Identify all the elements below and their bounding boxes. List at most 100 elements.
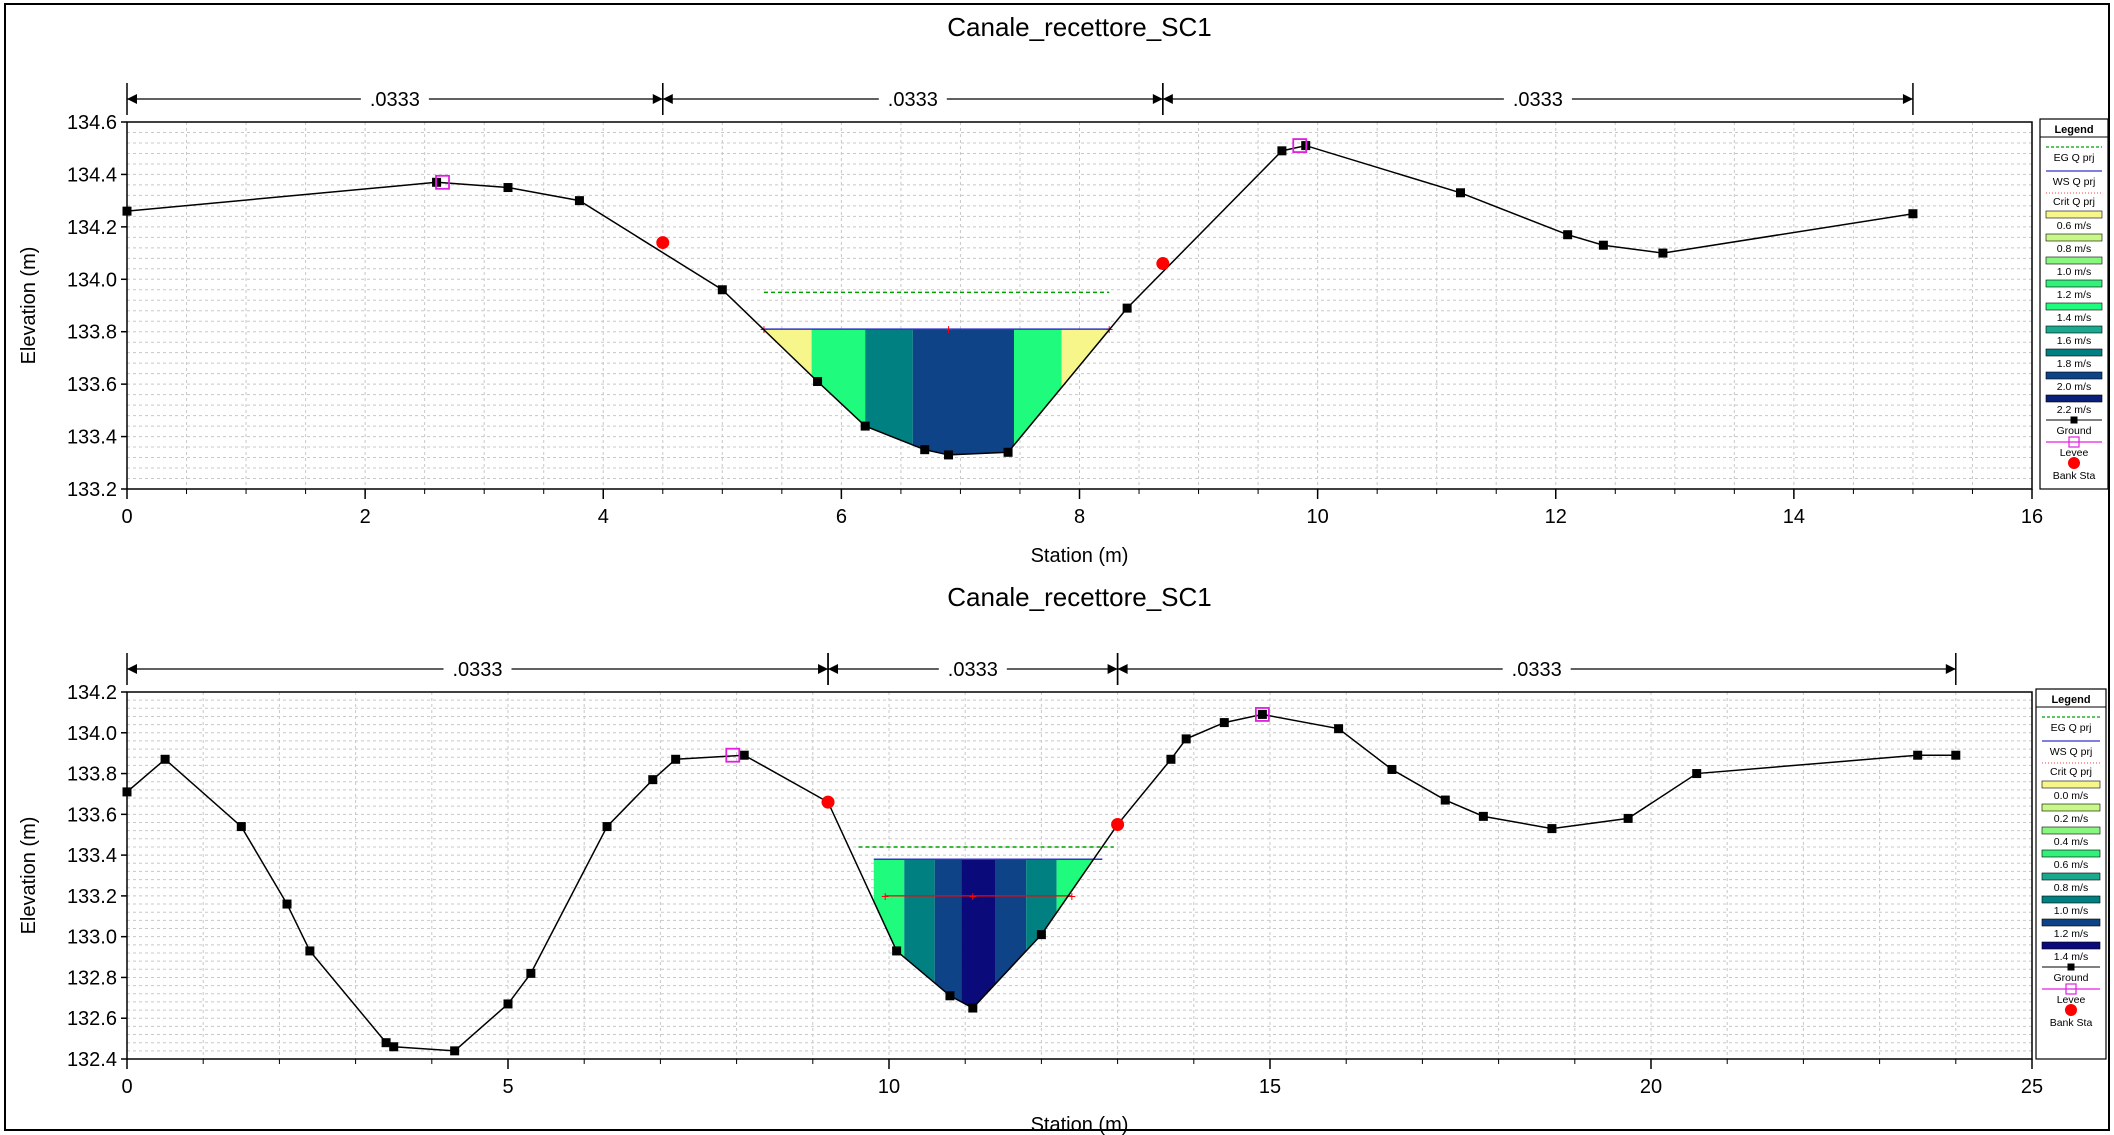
ground-point <box>920 445 930 455</box>
ground-point <box>1122 303 1132 313</box>
x-tick-label: 6 <box>836 506 847 528</box>
legend-levee-label: Levee <box>2060 447 2089 459</box>
y-tick-label: 134.2 <box>67 682 117 704</box>
y-axis-label: Elevation (m) <box>18 817 40 935</box>
ground-point <box>282 899 292 909</box>
levee-marker <box>1292 138 1308 153</box>
manning-arrow <box>1902 94 1913 104</box>
velocity-band <box>961 859 996 1009</box>
ground-point <box>1908 209 1918 219</box>
y-tick-label: 133.2 <box>67 886 117 908</box>
legend-velocity-label: 0.6 m/s <box>2057 220 2091 232</box>
crit-marker: + <box>1068 888 1076 904</box>
manning-n-label: .0333 <box>1512 659 1562 681</box>
y-tick-label: 132.8 <box>67 967 117 989</box>
ground-point <box>1623 813 1633 823</box>
chart-title: Canale_recettore_SC1 <box>947 12 1212 42</box>
ground-point <box>739 750 749 760</box>
manning-n-label: .0333 <box>452 659 502 681</box>
legend-levee-label: Levee <box>2057 994 2086 1006</box>
ground-point <box>945 991 955 1001</box>
manning-n-label: .0333 <box>1513 89 1563 111</box>
legend-ground-point <box>2067 963 2075 971</box>
manning-arrow <box>127 94 137 104</box>
velocity-band <box>912 329 1015 455</box>
legend-velocity-swatch <box>2045 233 2103 242</box>
y-axis-label: Elevation (m) <box>18 247 40 365</box>
ground-point <box>602 822 612 832</box>
legend-velocity-label: 1.0 m/s <box>2054 905 2088 917</box>
legend-ws-label: WS Q prj <box>2050 746 2093 758</box>
x-tick-label: 5 <box>502 1076 513 1098</box>
legend-levee-marker <box>2068 436 2080 448</box>
ground-point <box>160 754 170 764</box>
legend-velocity-swatch <box>2045 256 2103 265</box>
bank-station-marker <box>656 236 670 250</box>
legend-velocity-swatch <box>2041 849 2101 858</box>
legend-velocity-swatch <box>2041 941 2101 950</box>
bank-station-marker <box>1156 257 1170 271</box>
ground-point <box>1456 188 1465 198</box>
y-tick-label: 134.6 <box>67 112 117 134</box>
ground-point <box>1547 824 1557 834</box>
manning-arrow <box>1152 94 1163 104</box>
chart-panel-2: Canale_recettore_SC1 0 5 10 15 20 25 132.4 132.6… <box>18 582 2107 1135</box>
y-tick-label: 134.2 <box>67 217 117 239</box>
ground-point <box>1563 230 1573 240</box>
legend-velocity-label: 0.6 m/s <box>2054 859 2088 871</box>
y-tick-label: 133.4 <box>67 427 117 449</box>
y-tick-label: 132.6 <box>67 1008 117 1030</box>
legend-velocity-swatch <box>2045 279 2103 288</box>
ground-point <box>892 946 902 956</box>
ground-point <box>717 285 727 295</box>
legend-velocity-label: 1.4 m/s <box>2057 312 2091 324</box>
legend-ground-label: Ground <box>2053 972 2088 984</box>
ground-point <box>450 1046 460 1056</box>
legend-bank-marker <box>2068 457 2080 469</box>
ground-point <box>1598 240 1608 250</box>
outer-frame <box>4 3 2110 1131</box>
ground-point <box>503 999 513 1009</box>
legend-velocity-swatch <box>2041 826 2101 835</box>
legend-eg-label: EG Q prj <box>2051 722 2092 734</box>
x-tick-label: 15 <box>1259 1076 1281 1098</box>
manning-arrow <box>1117 664 1128 674</box>
legend-velocity-label: 0.8 m/s <box>2054 882 2088 894</box>
ground-point <box>381 1038 391 1048</box>
y-tick-label: 132.4 <box>67 1049 117 1071</box>
crit-marker: + <box>881 888 889 904</box>
crit-marker: + <box>944 321 952 337</box>
ground-point <box>671 754 681 764</box>
legend-velocity-swatch <box>2045 302 2103 311</box>
manning-n-bar: .0333 .0333 .0333 <box>126 653 1957 685</box>
manning-arrow <box>662 94 673 104</box>
y-tick-label: 133.8 <box>67 322 117 344</box>
legend-velocity-label: 0.4 m/s <box>2054 836 2088 848</box>
y-tick-label: 133.2 <box>67 479 117 501</box>
legend-levee-marker <box>2065 983 2077 995</box>
legend-velocity-swatch <box>2041 803 2101 812</box>
crit-marker: + <box>969 888 977 904</box>
x-tick-label: 2 <box>360 506 371 528</box>
manning-n-label: .0333 <box>948 659 998 681</box>
ground-point <box>574 196 584 206</box>
chart-panel-1: Canale_recettore_SC1 0 2 4 6 8 10 12 14 16 133.2 13… <box>18 12 2109 567</box>
legend-bank-marker <box>2065 1004 2077 1016</box>
x-tick-label: 4 <box>598 506 609 528</box>
bank-station-marker <box>1111 818 1125 832</box>
ground-point <box>648 775 658 785</box>
x-axis-label: Station (m) <box>1031 545 1129 567</box>
x-tick-label: 12 <box>1545 506 1567 528</box>
y-tick-label: 133.6 <box>67 804 117 826</box>
ground-point <box>968 1003 978 1013</box>
legend-velocity-label: 0.0 m/s <box>2054 790 2088 802</box>
x-tick-label: 8 <box>1074 506 1085 528</box>
legend-title: Legend <box>2054 124 2093 136</box>
x-tick-label: 14 <box>1783 506 1805 528</box>
ground-point <box>236 822 246 832</box>
ground-point <box>1181 734 1191 744</box>
legend-velocity-label: 2.0 m/s <box>2057 381 2091 393</box>
manning-arrow <box>818 664 829 674</box>
legend-velocity-swatch <box>2045 325 2103 334</box>
